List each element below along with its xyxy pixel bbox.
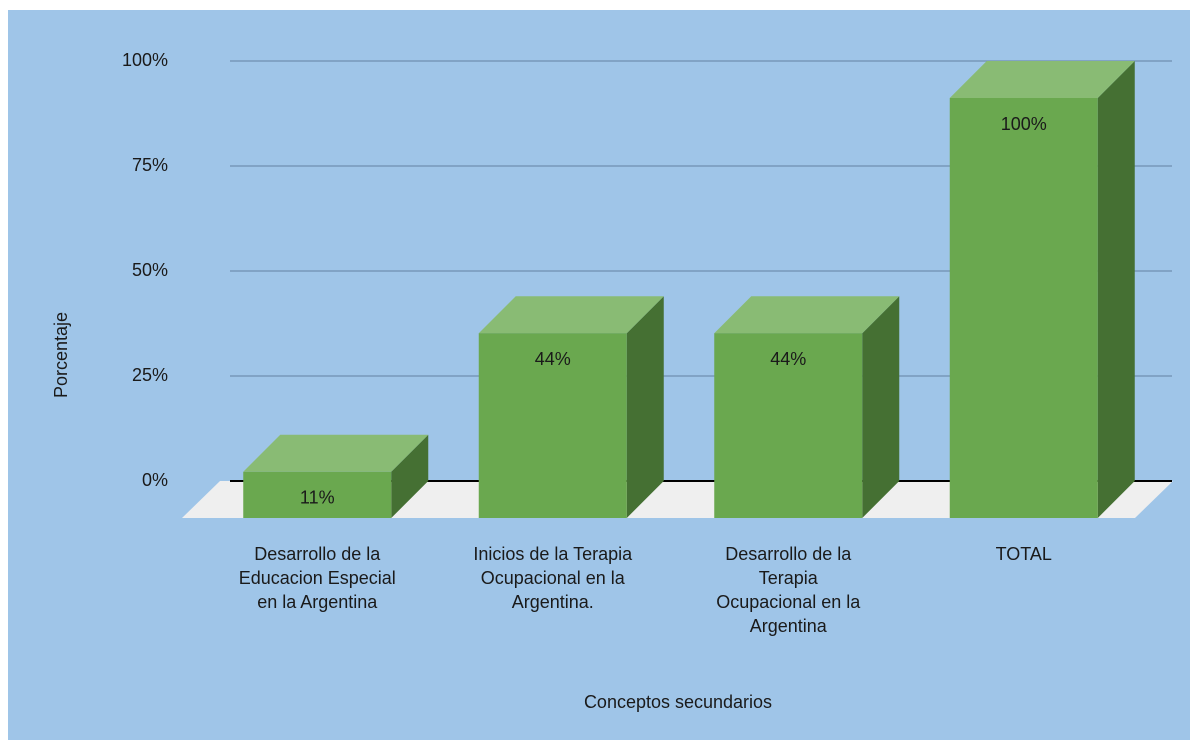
bar-side xyxy=(862,296,900,518)
y-tick-label: 0% xyxy=(142,470,168,490)
floor xyxy=(182,481,1173,518)
bar-side xyxy=(391,434,429,518)
y-tick-label: 25% xyxy=(132,365,168,385)
bar xyxy=(949,98,1098,518)
data-label: 11% xyxy=(300,488,335,508)
bar-top xyxy=(949,61,1135,98)
bar xyxy=(714,333,863,518)
bar-side xyxy=(1097,61,1135,518)
bar-side xyxy=(626,296,664,518)
bar-top xyxy=(478,296,664,334)
bar xyxy=(478,333,627,518)
y-tick-label: 100% xyxy=(122,50,168,70)
x-tick-label: TOTAL xyxy=(995,544,1052,564)
x-tick-label: Desarrollo de la Educacion Especial en l… xyxy=(238,544,396,612)
x-axis-title: Conceptos secundarios xyxy=(584,692,772,712)
data-label: 44% xyxy=(535,349,571,369)
data-label: 100% xyxy=(1001,114,1047,134)
x-tick-label: Desarrollo de la Terapia Ocupacional en … xyxy=(716,544,861,636)
y-tick-label: 75% xyxy=(132,155,168,175)
bar xyxy=(243,471,392,518)
bar-top xyxy=(243,434,429,472)
y-axis-title: Porcentaje xyxy=(51,312,71,398)
data-label: 44% xyxy=(770,349,806,369)
x-tick-label: Inicios de la Terapia Ocupacional en la … xyxy=(473,544,633,612)
bar-top xyxy=(714,296,900,334)
y-tick-label: 50% xyxy=(132,260,168,280)
